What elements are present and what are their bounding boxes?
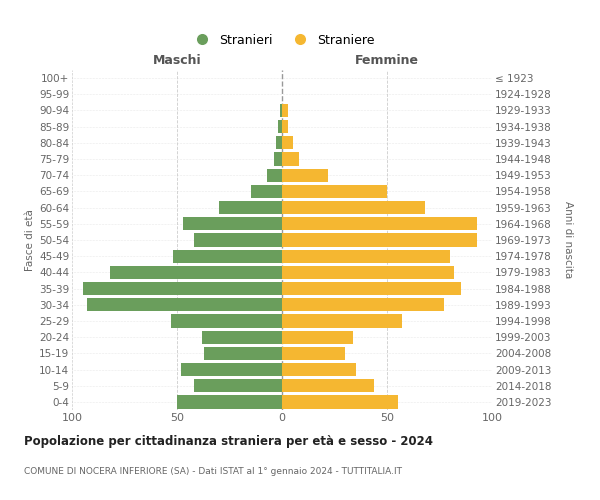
Bar (282, 250, 450, 263)
Bar (173, 250, 282, 263)
Bar (282, 136, 293, 149)
Bar (282, 298, 443, 312)
Bar (282, 266, 454, 279)
Bar (194, 234, 282, 246)
Bar (282, 168, 328, 182)
Bar (219, 201, 282, 214)
Bar (282, 104, 289, 117)
Bar (268, 168, 282, 182)
Bar (282, 217, 478, 230)
Bar (282, 185, 387, 198)
Bar (282, 152, 299, 166)
Bar (280, 104, 282, 117)
Bar (87, 298, 282, 312)
Bar (278, 120, 282, 134)
Text: Femmine: Femmine (355, 54, 419, 67)
Bar (282, 201, 425, 214)
Bar (282, 379, 374, 392)
Bar (282, 234, 478, 246)
Bar (282, 346, 345, 360)
Bar (282, 282, 461, 295)
Bar (110, 266, 282, 279)
Bar (282, 120, 289, 134)
Text: COMUNE DI NOCERA INFERIORE (SA) - Dati ISTAT al 1° gennaio 2024 - TUTTITALIA.IT: COMUNE DI NOCERA INFERIORE (SA) - Dati I… (24, 468, 402, 476)
Bar (184, 217, 282, 230)
Y-axis label: Fasce di età: Fasce di età (25, 209, 35, 271)
Bar (171, 314, 282, 328)
Legend: Stranieri, Straniere: Stranieri, Straniere (184, 28, 380, 52)
Bar (83, 282, 282, 295)
Bar (282, 363, 355, 376)
Bar (282, 314, 402, 328)
Text: Popolazione per cittadinanza straniera per età e sesso - 2024: Popolazione per cittadinanza straniera p… (24, 435, 433, 448)
Bar (181, 363, 282, 376)
Bar (282, 330, 353, 344)
Bar (274, 152, 282, 166)
Text: Maschi: Maschi (152, 54, 202, 67)
Bar (202, 330, 282, 344)
Y-axis label: Anni di nascita: Anni di nascita (563, 202, 572, 278)
Bar (177, 396, 282, 408)
Bar (204, 346, 282, 360)
Bar (251, 185, 282, 198)
Bar (194, 379, 282, 392)
Bar (276, 136, 282, 149)
Bar (282, 396, 398, 408)
